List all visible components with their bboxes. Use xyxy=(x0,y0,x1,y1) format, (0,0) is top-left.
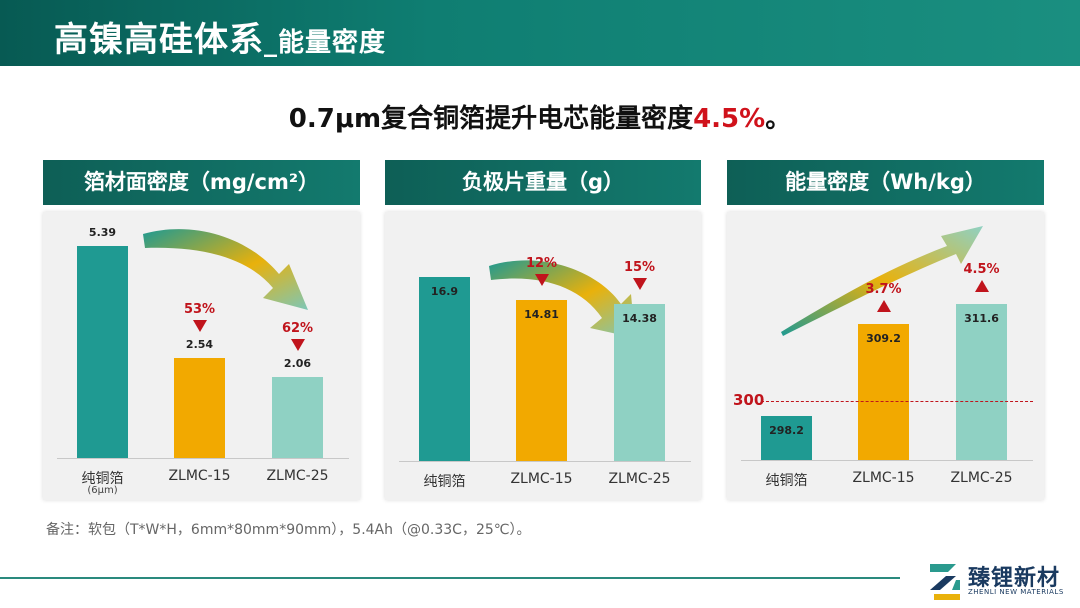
bar-3 xyxy=(614,304,665,461)
bar-3 xyxy=(956,304,1007,460)
chart-1-panel: 5.39 纯铜箔 (6μm) 2.54 ZLMC-15 53% 2.06 ZLMC-25 62% xyxy=(43,212,360,500)
decrease-triangle-icon xyxy=(534,273,549,286)
decrease-triangle-icon xyxy=(290,338,305,351)
header-bar: 高镍高硅体系_能量密度 xyxy=(0,0,1080,66)
chart-3-panel: 298.2 纯铜箔 309.2 ZLMC-15 3.7% 311.6 ZLMC-25 4.5%… xyxy=(727,212,1044,500)
data-label: 16.9 xyxy=(430,285,459,298)
category-label: ZLMC-15 xyxy=(168,468,231,484)
headline-text: 0.7μm复合铜箔提升电芯能量密度 xyxy=(288,104,694,134)
chart-1-title: 箔材面密度（mg/cm²） xyxy=(43,160,360,205)
trend-arrow-up xyxy=(781,226,983,336)
data-label: 2.06 xyxy=(283,356,312,370)
category-label: ZLMC-25 xyxy=(266,468,329,484)
chart-2-panel: 16.9 纯铜箔 14.81 ZLMC-15 12% 14.38 ZLMC-25 15% xyxy=(385,212,701,500)
data-label: 5.39 xyxy=(88,226,117,239)
category-label: ZLMC-25 xyxy=(950,470,1013,486)
data-label: 2.54 xyxy=(185,338,214,352)
change-percent: 62% xyxy=(281,320,314,336)
bar-1 xyxy=(419,277,470,461)
data-label: 309.2 xyxy=(866,332,901,345)
reference-label: 300 xyxy=(733,390,765,409)
category-sublabel: (6μm) xyxy=(87,485,118,496)
page-title: 高镍高硅体系_能量密度 xyxy=(54,20,387,60)
category-label: ZLMC-15 xyxy=(510,471,573,487)
data-label: 14.81 xyxy=(524,307,559,321)
data-label: 14.38 xyxy=(622,312,657,326)
logo-mark-icon xyxy=(930,564,960,600)
chart-3-title: 能量密度（Wh/kg） xyxy=(727,160,1044,205)
category-label: ZLMC-15 xyxy=(852,470,915,486)
bar-2 xyxy=(174,358,225,458)
x-axis-line xyxy=(57,458,349,459)
category-label: ZLMC-25 xyxy=(608,471,671,487)
category-label: 纯铜箔 xyxy=(423,474,466,490)
reference-line xyxy=(761,400,1033,402)
footer-line xyxy=(0,577,900,579)
data-label: 311.6 xyxy=(964,312,999,325)
category-label: 纯铜箔 xyxy=(765,473,808,489)
bar-2 xyxy=(858,324,909,460)
company-logo: 臻锂新材 ZHENLI NEW MATERIALS xyxy=(926,558,1066,602)
bar-1 xyxy=(761,415,812,460)
change-percent: 4.5% xyxy=(963,262,1000,277)
change-percent: 15% xyxy=(623,260,656,276)
change-percent: 3.7% xyxy=(865,282,902,297)
bar-3 xyxy=(272,376,323,458)
x-axis-line xyxy=(741,460,1033,461)
bar-1 xyxy=(77,246,128,458)
increase-triangle-icon xyxy=(876,300,891,312)
headline-highlight: 4.5% xyxy=(693,104,766,134)
headline: 0.7μm复合铜箔提升电芯能量密度4.5%。 xyxy=(0,98,1080,135)
category-label: 纯铜箔 xyxy=(81,471,124,487)
decrease-triangle-icon xyxy=(632,278,647,291)
logo-subtext: ZHENLI NEW MATERIALS xyxy=(968,588,1064,596)
data-label: 298.2 xyxy=(769,423,804,437)
headline-tail: 。 xyxy=(765,104,792,134)
bar-2 xyxy=(516,299,567,461)
change-percent: 12% xyxy=(525,255,558,271)
footnote: 备注：软包（T*W*H，6mm*80mm*90mm），5.4Ah（@0.33C，… xyxy=(46,522,531,538)
x-axis-line xyxy=(399,461,691,462)
decrease-triangle-icon xyxy=(192,320,207,333)
increase-triangle-icon xyxy=(974,280,989,292)
logo-text: 臻锂新材 xyxy=(968,566,1061,591)
trend-arrow-down xyxy=(143,229,308,310)
change-percent: 53% xyxy=(183,302,216,318)
chart-2-title: 负极片重量（g） xyxy=(385,160,701,205)
